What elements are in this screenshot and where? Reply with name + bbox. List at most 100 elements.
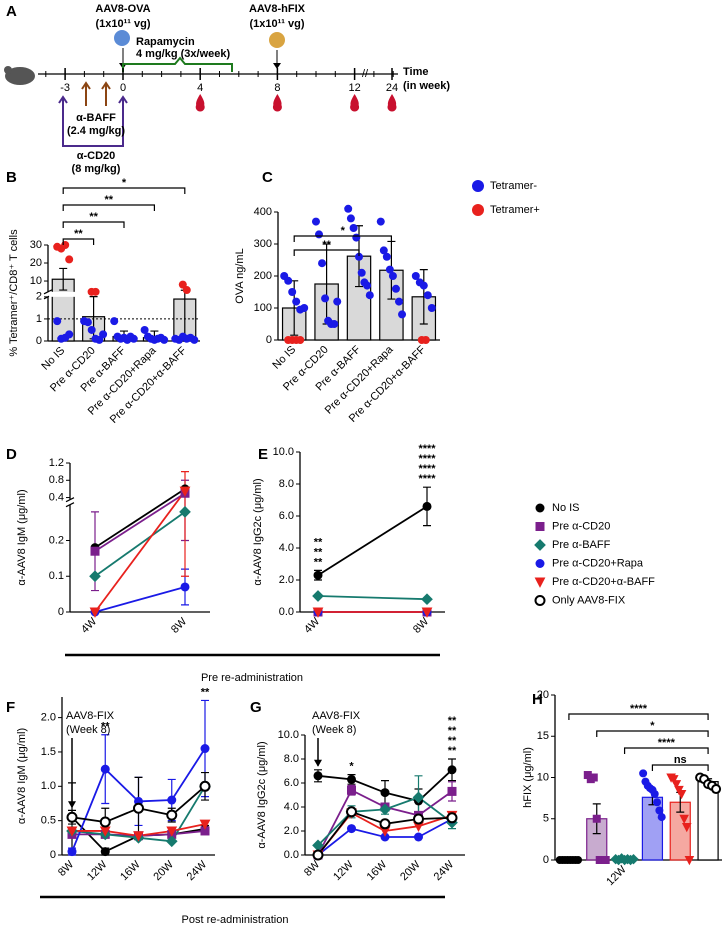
significance-bracket	[62, 221, 125, 228]
data-point	[66, 826, 78, 837]
legend-marker	[535, 503, 545, 513]
x-tick-label: No IS	[270, 344, 298, 372]
legend-label: No IS	[552, 502, 580, 514]
mouse-icon	[4, 66, 12, 74]
y-axis-label: % Tetramer⁺/CD8⁺ T cells	[8, 229, 20, 357]
x-tick-label: 8W	[169, 615, 190, 636]
y-axis-label: α-AAV8 IgG2c (μg/ml)	[252, 478, 264, 585]
data-point	[300, 304, 309, 312]
label: α-CD20	[77, 150, 116, 162]
label: Rapamycin	[136, 36, 195, 48]
significance-label: ****	[658, 737, 676, 749]
x-tick-label: 12W	[85, 858, 110, 883]
x-tick-label: 16W	[118, 858, 143, 883]
y-tick-label: 20	[30, 257, 42, 269]
y-tick-label: 2.0	[284, 825, 299, 837]
virus-icon	[114, 30, 130, 46]
legend-marker	[534, 577, 546, 588]
label: (1x10¹¹ vg)	[95, 18, 150, 30]
significance-label: *	[341, 225, 346, 237]
data-point	[83, 318, 92, 327]
data-point	[446, 812, 458, 824]
data-point	[200, 744, 210, 754]
panel-label: G	[250, 699, 262, 716]
data-point	[379, 826, 391, 837]
y-axis-label: α-AAV8 IgM (μg/ml)	[16, 728, 28, 824]
y-axis-label: α-AAV8 IgM (μg/ml)	[16, 489, 28, 585]
data-point	[589, 773, 598, 782]
data-point	[110, 317, 119, 326]
y-tick-label: 0.4	[49, 491, 64, 503]
y-tick-label: 0	[58, 606, 64, 618]
data-point	[639, 769, 648, 778]
x-tick-label: 4W	[79, 615, 100, 636]
data-point	[312, 607, 324, 618]
data-point	[65, 255, 74, 264]
data-point	[61, 241, 70, 249]
legend-marker	[472, 204, 484, 216]
y-tick-label: 1.5	[41, 746, 56, 758]
series-line	[94, 586, 186, 613]
panel-label: E	[258, 446, 268, 463]
data-point	[91, 287, 100, 296]
data-point	[100, 764, 110, 774]
panel-label: C	[262, 169, 273, 186]
annotation-arrow	[314, 759, 322, 767]
data-point	[376, 217, 385, 226]
data-point	[179, 506, 191, 518]
axis-break: //	[362, 68, 369, 80]
annotation: AAV8-FIX	[66, 710, 115, 722]
y-tick-label: 1.2	[49, 457, 64, 469]
data-point	[160, 335, 169, 344]
significance-bracket	[62, 238, 95, 245]
y-axis-label: α-AAV8 IgG2c (μg/ml)	[256, 741, 268, 848]
data-point	[379, 246, 388, 255]
y-tick-label: 4.0	[284, 801, 299, 813]
significance-label: **	[448, 735, 457, 747]
data-point	[344, 204, 353, 213]
significance-bracket	[293, 235, 392, 242]
panel-label: D	[6, 446, 17, 463]
panel-label: A	[6, 3, 17, 20]
data-point	[65, 330, 74, 339]
data-point	[413, 821, 424, 833]
x-tick-label: 12W	[604, 863, 629, 888]
data-point	[346, 806, 357, 818]
data-point	[601, 856, 610, 864]
x-tick-label: 8W	[302, 858, 323, 879]
data-point	[199, 780, 211, 792]
data-point	[312, 590, 324, 602]
significance-bracket	[596, 730, 709, 737]
data-point	[333, 297, 342, 306]
data-point	[447, 765, 457, 775]
data-point	[140, 325, 149, 334]
data-point	[421, 336, 430, 344]
data-point	[311, 217, 320, 226]
significance-label: *	[122, 177, 127, 189]
y-tick-label: 15	[537, 730, 549, 742]
data-point	[315, 230, 324, 239]
y-tick-label: 0.0	[279, 606, 294, 618]
data-point	[363, 281, 372, 290]
blood-drop	[387, 94, 397, 112]
legend-label: Only AAV8-FIX	[552, 594, 626, 606]
y-tick-label: 6.0	[279, 510, 294, 522]
significance-label: **	[448, 725, 457, 737]
series-line	[94, 511, 186, 577]
data-point	[199, 819, 211, 830]
significance-label: ****	[418, 463, 436, 475]
y-tick-label: 0.8	[49, 474, 64, 486]
significance-label: ****	[418, 473, 436, 485]
data-point	[165, 835, 178, 848]
panel-label: B	[6, 169, 17, 186]
data-point	[347, 774, 356, 784]
data-point	[657, 813, 666, 822]
data-point	[668, 775, 679, 785]
data-point	[388, 272, 397, 280]
data-point	[684, 856, 695, 866]
legend-marker	[534, 539, 546, 551]
legend-label: Pre α-CD20	[552, 520, 610, 532]
y-tick-label: 10	[537, 771, 549, 783]
data-point	[419, 281, 428, 290]
y-tick-label: 10.0	[278, 729, 299, 741]
